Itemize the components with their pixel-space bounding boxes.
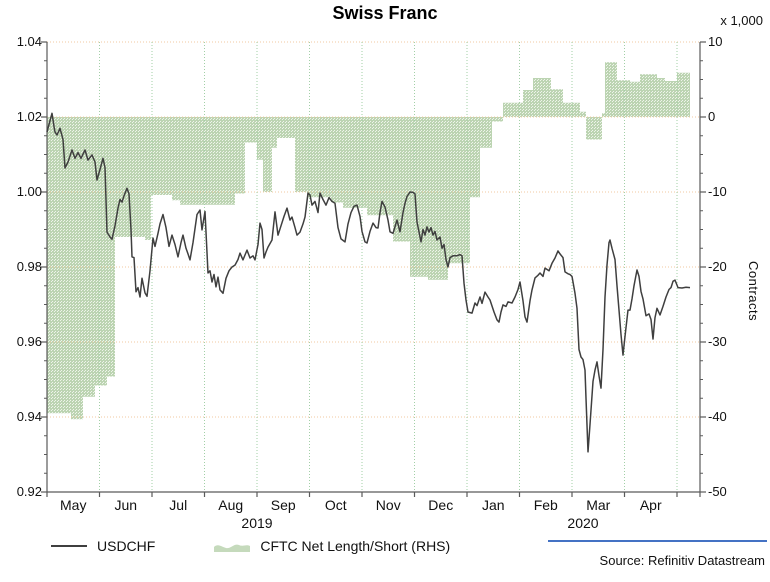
legend-label-cftc: CFTC Net Length/Short (RHS): [260, 538, 451, 554]
x-axis-year-label: 2019: [241, 515, 273, 531]
left-axis-tick-label: 0.92: [16, 484, 42, 499]
x-axis-month-label: Dec: [428, 497, 454, 513]
left-axis-tick-label: 0.96: [16, 334, 42, 349]
right-axis-unit-label: x 1,000: [720, 13, 763, 28]
usdchf-line-swatch: [51, 545, 87, 547]
x-axis-month-label: Jul: [169, 497, 188, 513]
x-axis-month-label: Feb: [533, 497, 558, 513]
usdchf-line: [46, 112, 691, 453]
x-axis-month-label: Apr: [639, 497, 662, 513]
left-axis-tick-label: 0.98: [16, 259, 42, 274]
x-axis-month-label: May: [60, 497, 87, 513]
x-axis-month-label: Jan: [481, 497, 505, 513]
source-text: Source: Refinitiv Datastream: [599, 553, 765, 568]
right-axis-tick-label: -20: [708, 259, 727, 274]
x-axis-year-label: 2020: [567, 515, 599, 531]
right-axis-tick-label: -10: [708, 184, 727, 199]
x-axis-month-label: Oct: [324, 497, 347, 513]
right-axis-tick-label: 0: [708, 109, 716, 124]
right-axis-tick-label: -30: [708, 334, 727, 349]
left-axis-tick-label: 0.94: [16, 409, 42, 424]
legend: USDCHF CFTC Net Length/Short (RHS): [50, 537, 450, 555]
right-axis-title: Contracts: [746, 260, 761, 322]
left-axis-tick-label: 1.02: [16, 109, 42, 124]
x-axis-month-label: Mar: [586, 497, 611, 513]
chart-title: Swiss Franc: [332, 3, 438, 23]
left-axis-tick-label: 1.04: [16, 34, 42, 49]
x-axis-month-label: Nov: [375, 497, 401, 513]
cftc-area-swatch: [214, 544, 251, 552]
x-axis-month-label: Jun: [114, 497, 138, 513]
left-axis-tick-label: 1.00: [16, 184, 42, 199]
cftc-net-length-area: [47, 62, 690, 420]
right-axis-tick-label: -50: [708, 484, 727, 499]
x-axis-month-label: Sep: [270, 497, 296, 513]
legend-label-usdchf: USDCHF: [97, 538, 156, 554]
x-axis-month-label: Aug: [218, 497, 244, 513]
right-axis-tick-label: -40: [708, 409, 727, 424]
right-axis-tick-label: 10: [708, 34, 723, 49]
source-divider-line: [548, 540, 767, 542]
